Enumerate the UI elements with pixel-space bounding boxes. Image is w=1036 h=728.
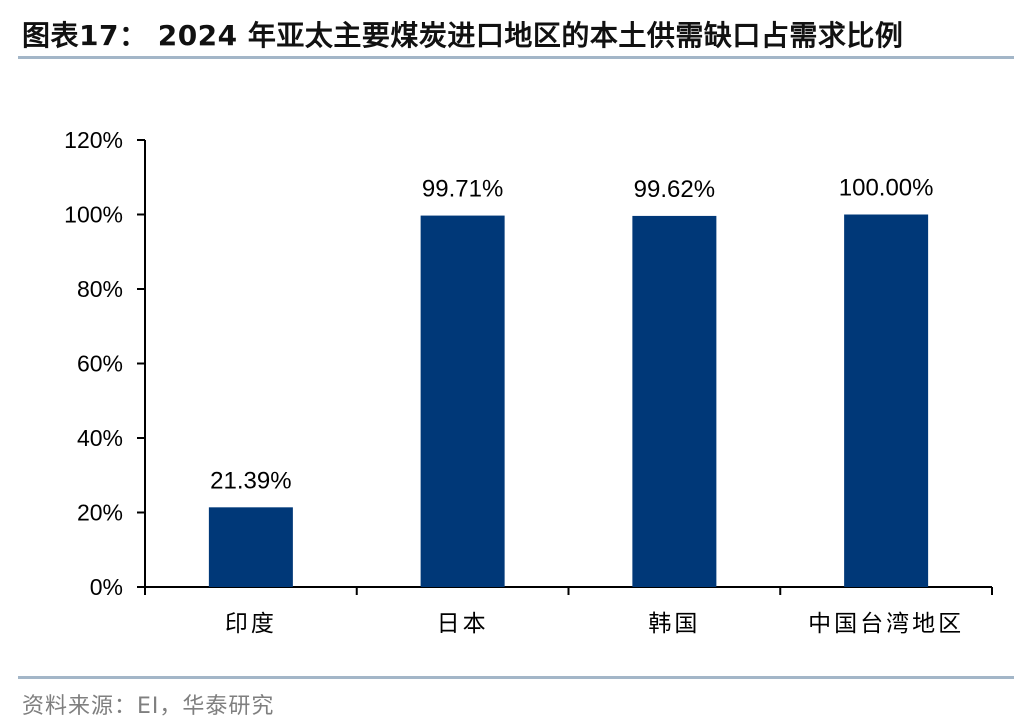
data-label: 99.71% [422,176,503,203]
y-tick-label: 100% [64,202,123,228]
x-category-label: 韩国 [648,611,700,637]
footer-divider [18,676,1014,679]
x-category-label: 日本 [437,611,489,637]
data-label: 99.62% [634,176,715,203]
data-label: 21.39% [210,467,291,494]
bar-1 [208,507,293,587]
chart-title: 图表17： 2024 年亚太主要煤炭进口地区的本土供需缺口占需求比例 [22,19,904,52]
data-label: 100.00% [839,175,934,202]
y-tick-label: 80% [77,276,123,302]
bar-3 [632,215,717,587]
x-category-label: 中国台湾地区 [808,611,964,637]
y-tick-label: 40% [77,425,123,451]
y-tick-label: 0% [90,574,123,600]
bar-4 [844,214,929,587]
y-tick-label: 120% [64,127,123,153]
y-tick-label: 20% [77,500,123,526]
y-tick-label: 60% [77,351,123,377]
bar-2 [420,215,505,587]
source-note: 资料来源：EI，华泰研究 [22,694,275,719]
x-category-label: 印度 [225,611,277,637]
title-divider [18,56,1014,59]
